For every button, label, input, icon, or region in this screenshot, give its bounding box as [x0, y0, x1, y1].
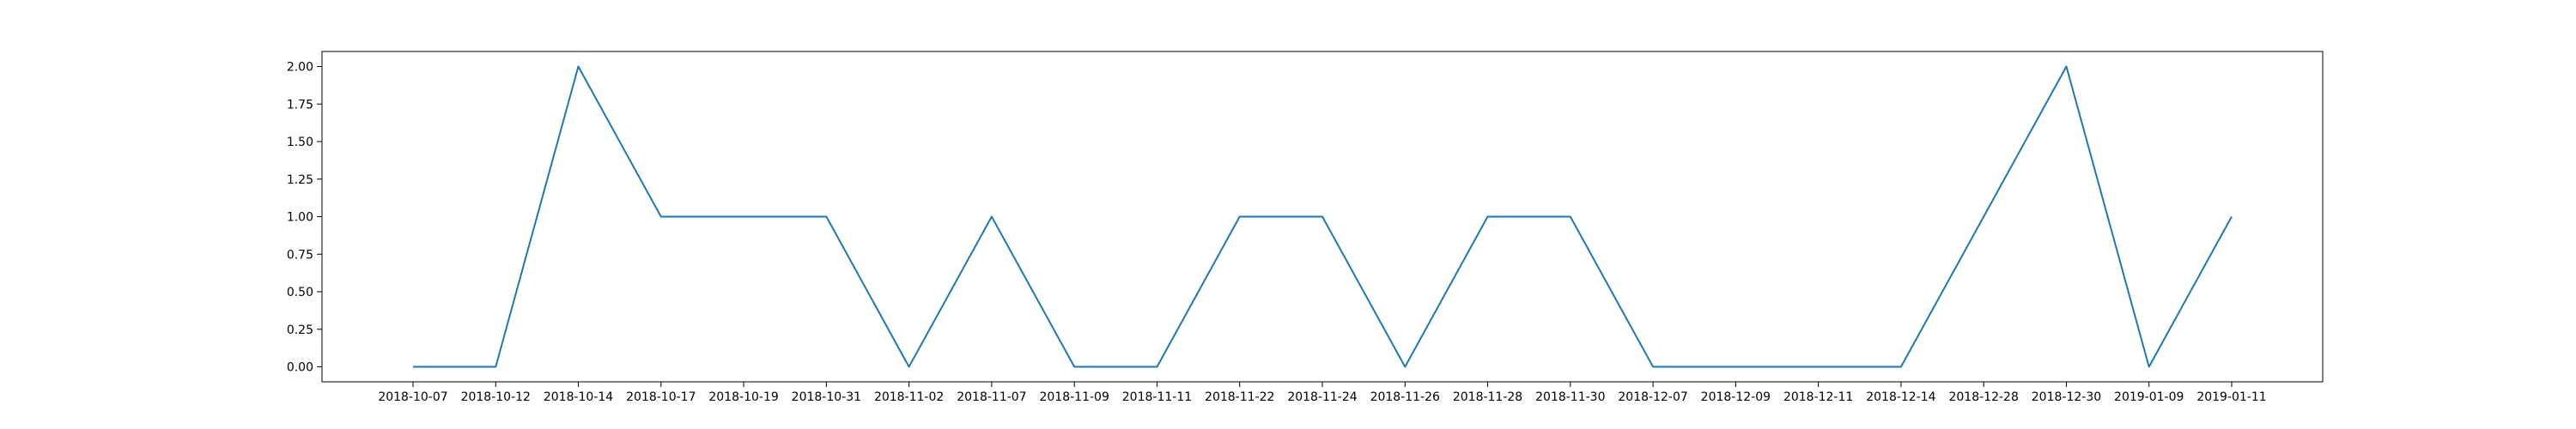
x-tick-label: 2018-12-14 — [1866, 390, 1935, 404]
x-tick-label: 2018-10-31 — [792, 390, 861, 404]
data-point — [1818, 366, 1820, 368]
data-point — [1404, 366, 1406, 368]
x-tick-label: 2019-01-11 — [2196, 390, 2266, 404]
x-tick-label: 2018-11-28 — [1453, 390, 1522, 404]
y-tick-label: 2.00 — [287, 61, 313, 75]
x-tick-label: 2018-11-11 — [1122, 390, 1192, 404]
axis-ticks: 2018-10-07 2018-10-12 2018-10-14 2018-10-17… — [287, 61, 2267, 405]
data-point — [1900, 366, 1902, 368]
data-point — [743, 216, 744, 218]
data-point — [660, 216, 662, 218]
x-tick-label: 2018-11-02 — [874, 390, 944, 404]
x-tick-label: 2018-12-28 — [1948, 390, 2018, 404]
y-tick-label: 1.75 — [287, 98, 313, 112]
data-point — [825, 216, 827, 218]
x-tick-label: 2018-12-30 — [2032, 390, 2101, 404]
data-point — [1073, 366, 1075, 368]
series-line — [413, 65, 2233, 368]
x-tick-label: 2018-10-12 — [461, 390, 531, 404]
y-tick-label: 0.50 — [287, 286, 313, 299]
x-tick-label: 2018-11-30 — [1535, 390, 1605, 404]
y-tick-label: 0.25 — [287, 323, 313, 337]
data-point — [1487, 216, 1489, 218]
data-point — [412, 366, 414, 368]
data-point — [495, 366, 496, 368]
x-tick-label: 2018-12-09 — [1701, 390, 1771, 404]
y-tick-label: 1.50 — [287, 136, 313, 149]
data-point — [1239, 216, 1241, 218]
data-point — [2148, 366, 2150, 368]
y-tick-label: 1.25 — [287, 173, 313, 187]
y-tick-label: 0.75 — [287, 248, 313, 262]
x-tick-label: 2018-10-17 — [626, 390, 696, 404]
data-point — [2065, 66, 2067, 68]
x-tick-label: 2018-11-09 — [1039, 390, 1109, 404]
x-tick-label: 2019-01-09 — [2114, 390, 2184, 404]
series-layer — [412, 65, 2233, 368]
x-tick-label: 2018-10-07 — [378, 390, 447, 404]
x-tick-label: 2018-12-11 — [1783, 390, 1853, 404]
data-point — [1156, 366, 1157, 368]
x-tick-label: 2018-10-14 — [544, 390, 613, 404]
x-tick-label: 2018-11-07 — [957, 390, 1026, 404]
x-tick-label: 2018-11-22 — [1205, 390, 1274, 404]
data-point — [2231, 216, 2233, 218]
data-point — [1735, 366, 1736, 368]
data-point — [1321, 216, 1323, 218]
data-point — [908, 366, 910, 368]
y-tick-label: 1.00 — [287, 211, 313, 225]
plot-frame — [321, 51, 2324, 383]
data-point — [1570, 216, 1571, 218]
data-point — [578, 66, 580, 68]
data-point — [991, 216, 993, 218]
x-tick-label: 2018-10-19 — [708, 390, 778, 404]
data-point — [1652, 366, 1654, 368]
x-tick-label: 2018-12-07 — [1618, 390, 1687, 404]
y-tick-label: 0.00 — [287, 361, 313, 375]
x-tick-label: 2018-11-26 — [1370, 390, 1440, 404]
x-tick-label: 2018-11-24 — [1287, 390, 1357, 404]
data-point — [1983, 216, 1984, 218]
